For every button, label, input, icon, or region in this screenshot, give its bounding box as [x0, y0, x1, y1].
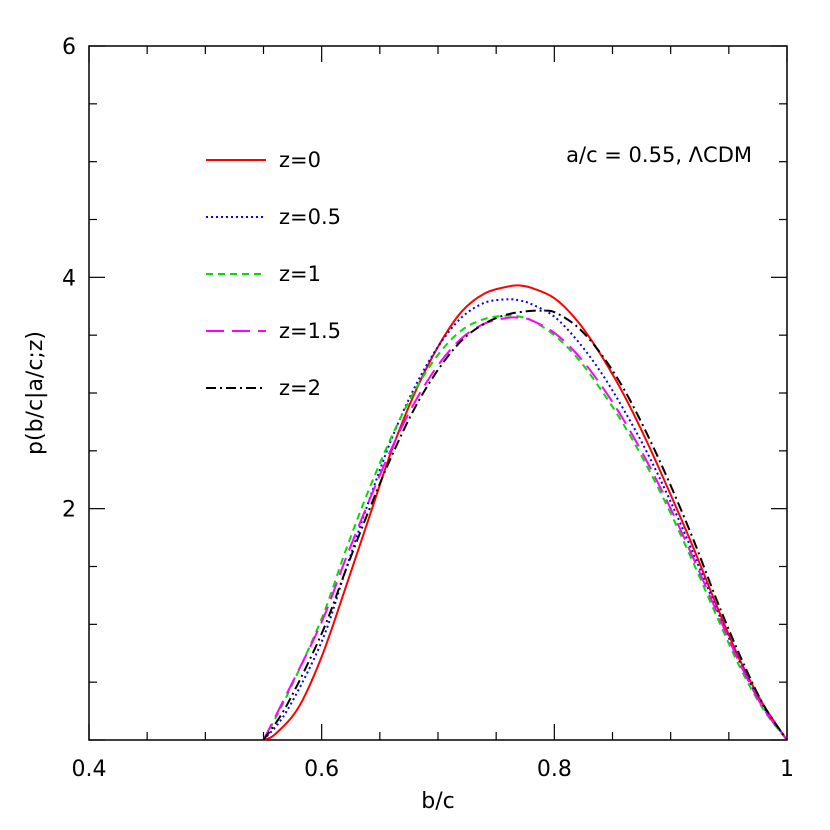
series-line-z-0 — [263, 284, 788, 741]
series-line-z-1-5 — [262, 316, 788, 741]
x-axis-label: b/c — [421, 789, 454, 814]
series-lines — [262, 284, 788, 741]
y-axis-label: p(b/c|a/c;z) — [23, 331, 48, 455]
legend-label: z=0 — [279, 148, 321, 172]
x-tick-label: 0.6 — [304, 757, 339, 782]
y-tick-label: 6 — [62, 35, 76, 60]
legend-label: z=2 — [279, 376, 321, 400]
legend-label: z=0.5 — [279, 205, 341, 229]
legend-label: z=1.5 — [279, 319, 341, 343]
y-tick-label: 2 — [62, 498, 76, 523]
legend-label: z=1 — [279, 262, 321, 286]
x-tick-label: 1 — [780, 757, 794, 782]
y-tick-label: 4 — [62, 266, 76, 291]
legend: z=0 z=0.5 z=1 z=1.5 z=2 — [206, 148, 341, 400]
series-line-z-2 — [262, 309, 788, 741]
x-tick-label: 0.8 — [537, 757, 572, 782]
x-tick-label: 0.4 — [72, 757, 107, 782]
axis-ticks — [88, 45, 788, 741]
series-line-z-0-5 — [262, 298, 788, 741]
tick-labels: 0.4 0.6 0.8 1 2 4 6 — [62, 35, 794, 782]
series-line-z-1 — [262, 314, 788, 741]
plot-annotation: a/c = 0.55, ΛCDM — [566, 143, 752, 167]
